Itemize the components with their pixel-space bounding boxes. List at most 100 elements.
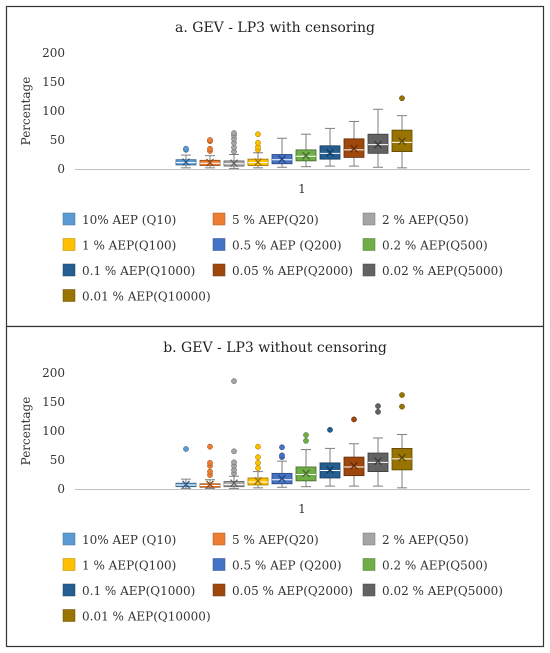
- legend-swatch: [212, 263, 226, 277]
- legend-label: 2 % AEP(Q50): [382, 213, 469, 227]
- legend-label: 0.1 % AEP(Q1000): [82, 584, 195, 598]
- outlier-point: [279, 452, 285, 459]
- legend-swatch: [362, 558, 376, 571]
- outlier-point: [207, 460, 213, 466]
- panel-border: [5, 5, 545, 328]
- legend-entry-10: 0.01 % AEP(Q10000): [62, 609, 211, 624]
- box-7: [319, 426, 341, 487]
- legend-label: 0.02 % AEP(Q5000): [382, 264, 503, 278]
- mean-marker: [350, 461, 358, 470]
- chart-panel-1: a. GEV - LP3 with censoring 0 50 100 150 200 P…: [5, 5, 545, 328]
- legend-label: 0.02 % AEP(Q5000): [382, 584, 503, 598]
- outlier-point: [351, 416, 357, 423]
- legend-entry-6: 0.2 % AEP(Q500): [362, 558, 488, 573]
- legend-entry-3: 2 % AEP(Q50): [362, 532, 469, 547]
- legend-entry-5: 0.5 % AEP (Q200): [212, 238, 342, 253]
- legend-entry-8: 0.05 % AEP(Q2000): [212, 583, 353, 598]
- chart-title: b. GEV - LP3 without censoring: [163, 340, 387, 356]
- outlier-point: [183, 145, 189, 152]
- legend-swatch: [212, 532, 226, 546]
- x-tick-label: 1: [298, 182, 306, 196]
- box-1: [175, 145, 197, 169]
- box-2: [199, 443, 221, 489]
- legend-swatch: [62, 238, 76, 251]
- box-10: [391, 95, 413, 169]
- legend-swatch: [362, 212, 376, 226]
- outlier-point: [399, 392, 405, 398]
- box-8: [343, 416, 365, 487]
- outlier-point: [399, 403, 405, 410]
- mean-marker: [398, 453, 406, 462]
- legend-swatch: [62, 583, 76, 597]
- legend-entry-5: 0.5 % AEP (Q200): [212, 558, 342, 573]
- legend-label: 0.01 % AEP(Q10000): [82, 610, 211, 624]
- outlier-point: [327, 426, 333, 433]
- box-10: [391, 392, 413, 489]
- mean-marker: [398, 137, 406, 146]
- legend-swatch: [62, 263, 76, 277]
- legend-label: 2 % AEP(Q50): [382, 533, 469, 547]
- box-5: [271, 444, 293, 488]
- box-3: [223, 130, 245, 169]
- mean-marker: [374, 140, 382, 149]
- box-6: [295, 432, 317, 488]
- outlier-point: [231, 448, 237, 455]
- mean-marker: [206, 158, 214, 167]
- mean-marker: [254, 158, 262, 166]
- mean-marker: [326, 148, 334, 157]
- legend-label: 10% AEP (Q10): [82, 213, 176, 227]
- outlier-point: [255, 443, 261, 450]
- legend-label: 0.05 % AEP(Q2000): [232, 264, 353, 278]
- box-9: [367, 108, 389, 168]
- legend-swatch: [362, 263, 376, 277]
- legend-entry-3: 2 % AEP(Q50): [362, 212, 469, 227]
- legend-entry-4: 1 % AEP(Q100): [62, 238, 176, 253]
- mean-marker: [302, 469, 310, 478]
- mean-marker: [302, 151, 310, 160]
- legend-entry-9: 0.02 % AEP(Q5000): [362, 583, 503, 598]
- outlier-point: [207, 443, 213, 450]
- outlier-point: [255, 131, 261, 138]
- outlier-point: [279, 444, 285, 451]
- mean-marker: [230, 479, 238, 488]
- mean-marker: [326, 465, 334, 474]
- box-6: [295, 133, 317, 168]
- panel-border: [5, 325, 545, 648]
- mean-marker: [350, 144, 358, 153]
- legend-label: 10% AEP (Q10): [82, 533, 176, 547]
- box-5: [271, 137, 293, 168]
- legend-swatch: [62, 212, 76, 226]
- outlier-point: [207, 468, 213, 475]
- outlier-point: [231, 130, 237, 136]
- legend-entry-1: 10% AEP (Q10): [62, 532, 176, 547]
- legend-swatch: [362, 238, 376, 251]
- outlier-point: [207, 145, 213, 152]
- legend-entry-7: 0.1 % AEP(Q1000): [62, 583, 195, 598]
- y-tick-label: 0: [57, 162, 65, 176]
- legend-label: 0.5 % AEP (Q200): [232, 239, 342, 253]
- mean-marker: [230, 159, 238, 168]
- legend-entry-1: 10% AEP (Q10): [62, 212, 176, 227]
- legend-label: 5 % AEP(Q20): [232, 533, 319, 547]
- mean-marker: [182, 158, 190, 166]
- legend-label: 0.2 % AEP(Q500): [382, 239, 488, 253]
- y-axis-label: Percentage: [19, 77, 33, 146]
- outlier-point: [231, 378, 237, 384]
- y-tick-label: 100: [42, 424, 65, 438]
- y-tick-label: 150: [42, 395, 65, 409]
- legend-label: 0.2 % AEP(Q500): [382, 559, 488, 573]
- box-1: [175, 446, 197, 489]
- outlier-point: [207, 137, 213, 143]
- outlier-point: [255, 140, 261, 146]
- legend-entry-8: 0.05 % AEP(Q2000): [212, 263, 353, 278]
- legend-entry-9: 0.02 % AEP(Q5000): [362, 263, 503, 278]
- legend-swatch: [62, 532, 76, 546]
- outlier-point: [303, 438, 309, 444]
- outlier-point: [183, 446, 189, 452]
- chart-panel-2: b. GEV - LP3 without censoring 0 50 100 150 2…: [5, 325, 545, 648]
- legend-entry-2: 5 % AEP(Q20): [212, 532, 319, 547]
- x-tick-label: 1: [298, 502, 306, 516]
- legend-entry-7: 0.1 % AEP(Q1000): [62, 263, 195, 278]
